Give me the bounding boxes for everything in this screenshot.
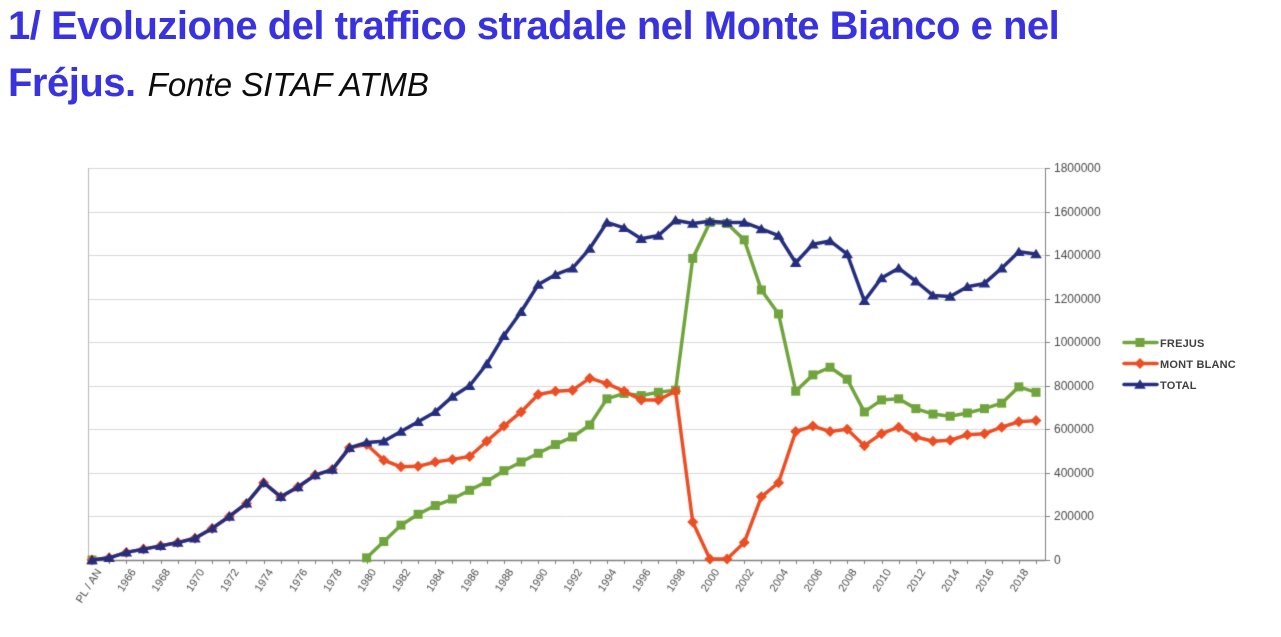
legend-item-total: TOTAL xyxy=(1160,374,1236,395)
legend-label-frejus: FREJUS xyxy=(1160,338,1205,350)
chart-legend: FREJUS MONT BLANC TOTAL xyxy=(1160,332,1236,395)
page-title: 1/ Evoluzione del traffico stradale nel … xyxy=(8,2,1060,116)
title-line1: 1/ Evoluzione del traffico stradale nel … xyxy=(8,4,1060,48)
title-line2: Fréjus. xyxy=(8,61,136,105)
source-note: Fonte SITAF ATMB xyxy=(147,66,429,103)
legend-item-frejus: FREJUS xyxy=(1160,332,1236,353)
legend-label-mont-blanc: MONT BLANC xyxy=(1160,359,1236,371)
legend-label-total: TOTAL xyxy=(1160,380,1197,392)
legend-item-mont-blanc: MONT BLANC xyxy=(1160,353,1236,374)
